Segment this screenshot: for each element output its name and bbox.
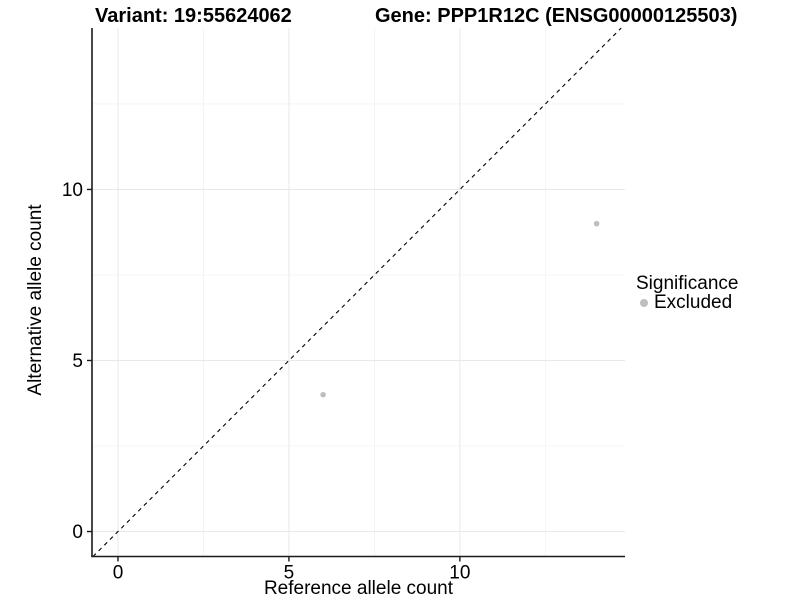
x-axis-title: Reference allele count	[263, 578, 454, 599]
legend: Significance Excluded	[636, 274, 738, 312]
y-tick-label: 0	[72, 522, 83, 543]
y-axis-title: Alternative allele count	[25, 204, 46, 396]
legend-title: Significance	[636, 273, 739, 294]
y-tick-label: 10	[62, 180, 83, 201]
x-tick-label: 10	[449, 563, 470, 584]
identity-line	[92, 27, 622, 557]
data-point	[320, 391, 326, 398]
plot-title-gene: Gene: PPP1R12C (ENSG00000125503)	[375, 5, 738, 27]
legend-item-excluded: Excluded	[636, 293, 738, 312]
data-point	[593, 220, 600, 227]
plot-title-variant: Variant: 19:55624062	[95, 5, 292, 27]
y-tick-label: 5	[72, 351, 83, 372]
x-tick-label: 0	[113, 563, 124, 584]
legend-point-icon	[640, 298, 648, 307]
legend-item-label: Excluded	[654, 292, 733, 313]
x-tick-label: 5	[284, 563, 295, 584]
